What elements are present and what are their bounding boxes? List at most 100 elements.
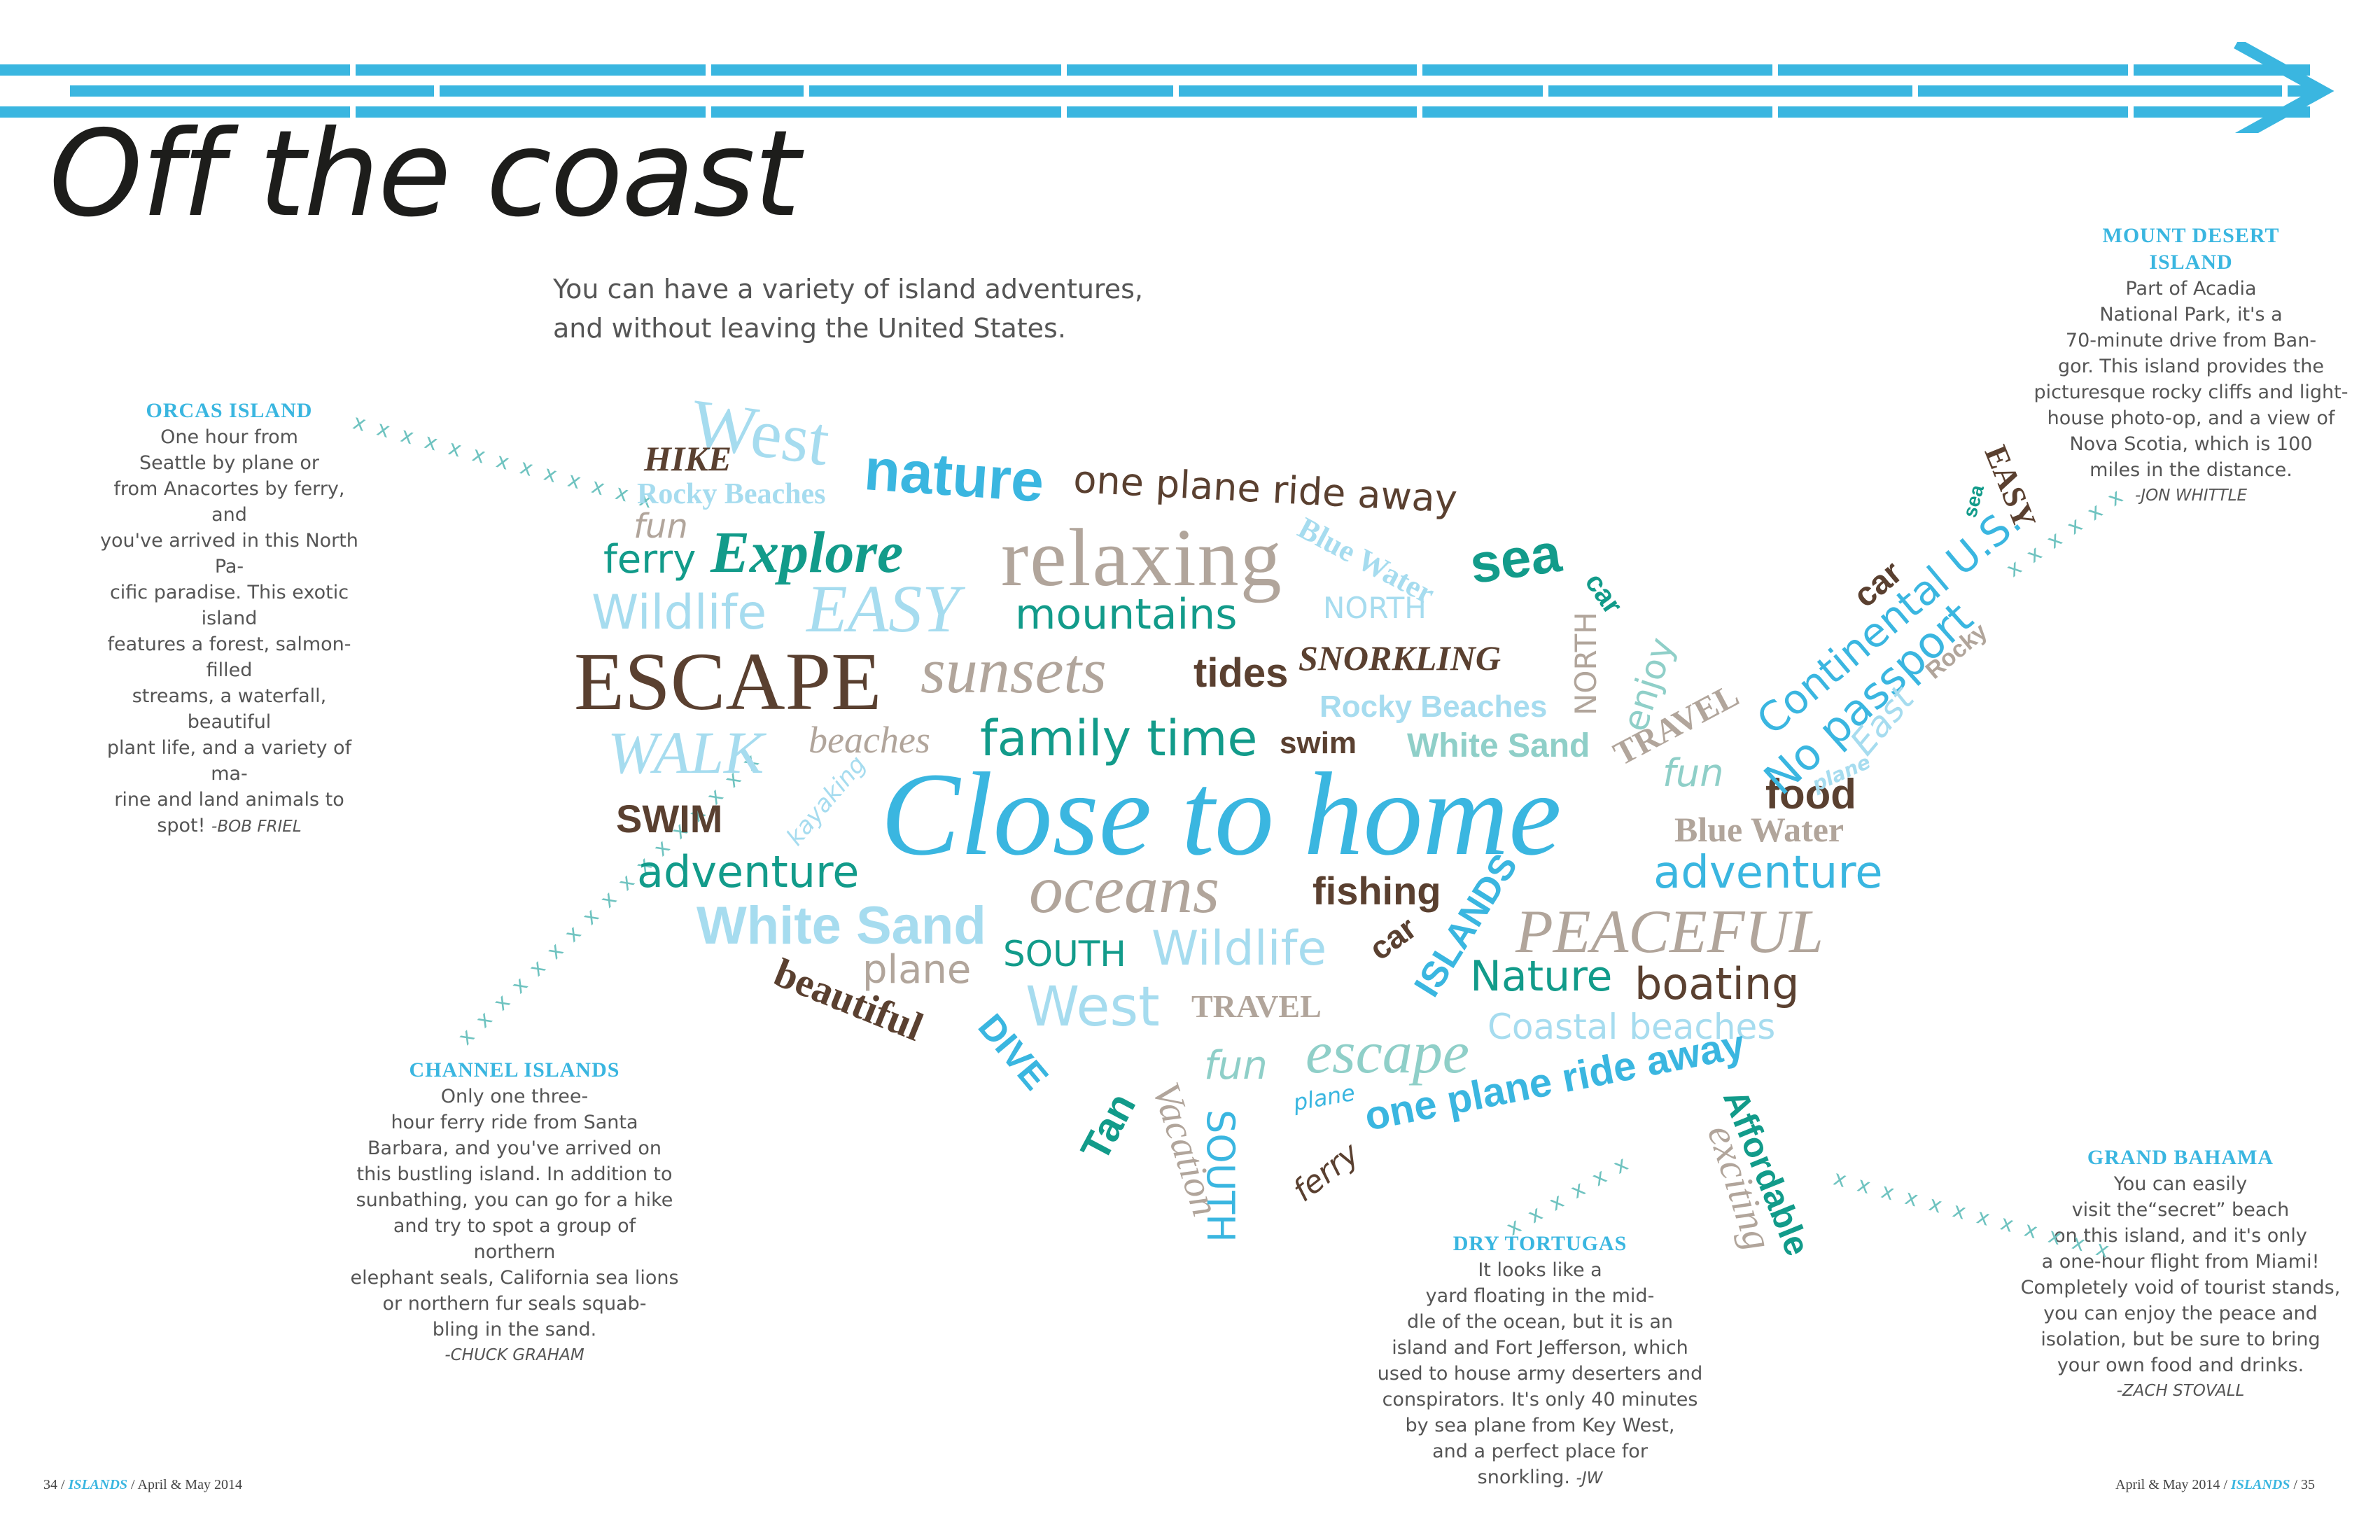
cloud-word: PEACEFUL [1516,898,1823,966]
orcas-line: plant life, and a variety of ma- [106,737,352,785]
mount-desert-line: Nova Scotia, which is 100 [2069,433,2313,455]
cloud-word: tides [1194,650,1289,696]
mount-desert-sidebar: MOUNT DESERT ISLAND Part of Acadia Natio… [2033,223,2348,509]
grand-bahama-line: your own food and drinks. [2057,1354,2304,1376]
cloud-word: relaxing [1001,512,1283,603]
footer-separator: / [61,1477,65,1492]
orcas-island-sidebar: ORCAS ISLAND One hour from Seattle by pl… [98,398,360,840]
top-arrow-banner [0,42,2334,133]
cloud-word: adventure [637,846,860,897]
footer-page-number: 35 [2301,1477,2316,1492]
dry-tortugas-sidebar: DRY TORTUGAS It looks like a yard floati… [1376,1231,1704,1492]
subtitle-line-2: and without leaving the United States. [553,313,1066,344]
subtitle: You can have a variety of island adventu… [553,270,1143,348]
channel-line: or northern fur seals squab- [382,1293,647,1315]
dry-tortugas-line: by sea plane from Key West, [1405,1415,1675,1436]
grand-bahama-line: a one-hour flight from Miami! [2041,1251,2320,1273]
cloud-word: Wildlife [592,585,767,640]
cloud-word: Explore [710,520,904,585]
cloud-word: Rocky Beaches [637,478,826,510]
dry-tortugas-line: It looks like a [1478,1259,1602,1281]
orcas-byline: -BOB FRIEL [211,818,302,836]
mount-desert-line: Part of Acadia [2125,278,2257,300]
cloud-word: car [1362,909,1423,967]
mount-desert-heading-2: ISLAND [2149,251,2233,274]
footer-separator: / [131,1477,135,1492]
cloud-word: ferry [1286,1135,1366,1210]
cloud-word: Tan [1072,1085,1145,1168]
footer-magazine: ISLANDS [2231,1477,2290,1492]
cloud-word: beaches [808,719,930,761]
footer-issue: April & May 2014 [137,1477,242,1492]
orcas-line: you've arrived in this North Pa- [100,530,358,578]
channel-islands-sidebar: CHANNEL ISLANDS Only one three- hour fer… [350,1057,679,1368]
grand-bahama-line: Completely void of tourist stands, [2020,1277,2341,1298]
footer-issue: April & May 2014 [2115,1477,2220,1492]
cloud-word: WALK [608,719,764,786]
footer-page-number: 34 [43,1477,57,1492]
cloud-word: ESCAPE [574,636,882,727]
orcas-line: streams, a waterfall, beautiful [132,685,327,733]
orcas-x-trail: x x x x x x x x x x x x x [350,410,658,514]
orcas-line: rine and land animals to [114,789,344,811]
dry-tortugas-line: yard floating in the mid- [1425,1285,1655,1307]
cloud-word: fishing [1312,869,1441,913]
orcas-line: from Anacortes by ferry, and [113,478,345,526]
grand-bahama-byline: -ZACH STOVALL [2116,1382,2245,1400]
channel-line: this bustling island. In addition to [356,1163,673,1185]
cloud-word: plane [1291,1079,1357,1116]
cloud-word: sea [1466,521,1565,596]
mount-desert-heading-1: MOUNT DESERT [2102,224,2280,247]
dry-tortugas-line: snorkling. [1477,1466,1570,1488]
grand-bahama-line: visit the“secret” beach [2071,1199,2290,1221]
dry-tortugas-byline: -JW [1576,1469,1603,1488]
orcas-heading: ORCAS ISLAND [146,399,313,422]
cloud-word: SOUTH [1003,934,1126,974]
subtitle-line-1: You can have a variety of island adventu… [553,274,1143,304]
cloud-word: ferry [603,537,696,582]
cloud-word: White Sand [1407,727,1590,764]
cloud-word: NORTH [1323,591,1427,625]
channel-line: and try to spot a group of northern [393,1215,636,1263]
florida-x-trail: x x x x x x [1502,1150,1635,1241]
cloud-word: HIKE [644,439,732,478]
cloud-word: kayaking [780,750,872,851]
mount-desert-line: 70-minute drive from Ban- [2065,330,2317,351]
dry-tortugas-line: conspirators. It's only 40 minutes [1382,1389,1698,1410]
cloud-word: NORTH [1569,612,1603,715]
mount-desert-line: miles in the distance. [2090,459,2292,481]
channel-line: hour ferry ride from Santa [391,1112,638,1133]
grand-bahama-line: on this island, and it's only [2054,1225,2307,1247]
cloud-word: White Sand [696,896,986,955]
footer-separator: / [2223,1477,2227,1492]
orcas-line: One hour from [160,426,298,448]
cloud-word: nature [862,436,1046,514]
footer-right: April & May 2014 / ISLANDS / 35 [2115,1477,2315,1493]
cloud-word: swim [1280,726,1357,760]
cloud-word: food [1765,771,1856,818]
mount-desert-line: National Park, it's a [2099,304,2283,326]
dry-tortugas-line: and a perfect place for [1432,1441,1648,1462]
channel-line: bling in the sand. [432,1319,597,1340]
channel-line: Only one three- [440,1086,589,1107]
cloud-word: fun [634,507,688,546]
channel-heading: CHANNEL ISLANDS [409,1058,620,1082]
dry-tortugas-line: dle of the ocean, but it is an [1406,1311,1674,1333]
cloud-word: adventure [1653,847,1883,899]
page-title: Off the coast [49,105,800,244]
grand-bahama-line: you can enjoy the peace and [2043,1303,2318,1324]
cloud-word: Close to home [881,748,1562,880]
footer-separator: / [2293,1477,2298,1492]
cloud-word: plane [862,947,972,993]
dry-tortugas-line: used to house army deserters and [1377,1363,1703,1385]
mount-desert-line: gor. This island provides the [2057,356,2324,377]
cloud-word: one plane ride away [1072,457,1459,522]
cloud-word: EASY [806,571,960,646]
cloud-word: Blue Water [1674,810,1844,849]
cloud-word: Rocky Beaches [1320,690,1548,724]
dry-tortugas-heading: DRY TORTUGAS [1452,1232,1628,1255]
footer-magazine: ISLANDS [68,1477,128,1492]
channel-line: elephant seals, California sea lions [350,1267,679,1289]
cloud-word: mountains [1015,590,1238,639]
channel-line: Barbara, and you've arrived on [368,1138,662,1159]
